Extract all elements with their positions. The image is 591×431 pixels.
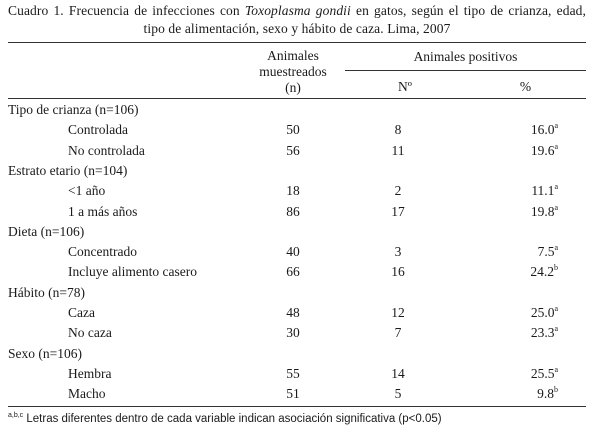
row-label: Controlada (68, 122, 128, 138)
cell-positivos: 12 (391, 305, 405, 320)
header-animales-muestreados: Animales muestreados (n) (238, 48, 348, 96)
footnote-superscript: a,b,c (8, 412, 24, 419)
significance-letter: a (554, 304, 558, 313)
cell-positivos: 3 (394, 244, 402, 260)
cell-porcentaje: 25.5a (488, 364, 558, 384)
group-label: Hábito (n=78) (8, 284, 85, 300)
table-row: Hembra 55 14 25.5a (8, 364, 586, 384)
header-muestreados-line1: Animales (267, 48, 319, 63)
cell-positivos: 7 (394, 325, 402, 341)
row-label: No caza (68, 325, 112, 341)
cell-muestreados: 40 (286, 244, 300, 260)
caption-organism: Toxoplasma gondii (244, 3, 351, 18)
percent-value: 19.8 (530, 203, 555, 219)
table-row: Caza 48 12 25.0a (8, 303, 586, 323)
group-label: Estrato etario (n=104) (8, 162, 128, 178)
table-row: 1 a más años 86 17 19.8a (8, 202, 586, 222)
row-label: No controlada (68, 142, 145, 158)
table-row: No caza 30 7 23.3a (8, 323, 586, 343)
row-label: Caza (68, 305, 95, 320)
percent-value: 11.1 (531, 183, 555, 199)
table-row: No controlada 56 11 19.6a (8, 141, 586, 161)
significance-letter: a (554, 141, 558, 151)
percent-value: 9.8 (537, 386, 554, 402)
table-row: Concentrado 40 3 7.5a (8, 242, 586, 262)
cell-positivos: 5 (394, 386, 402, 402)
cell-porcentaje: 11.1a (488, 181, 558, 201)
table-row: Macho 51 5 9.8b (8, 384, 586, 404)
group-row: Hábito (n=78) (8, 283, 586, 303)
row-label: Concentrado (68, 244, 137, 260)
row-label: Incluye alimento casero (68, 264, 197, 280)
cell-positivos: 16 (391, 264, 405, 280)
cell-porcentaje: 19.8a (488, 202, 558, 222)
group-label: Tipo de crianza (n=106) (8, 102, 139, 117)
significance-letter: a (554, 243, 558, 253)
percent-value: 25.0 (530, 305, 555, 320)
percent-value: 7.5 (537, 244, 555, 260)
table-row: Incluye alimento casero 66 16 24.2b (8, 262, 586, 282)
significance-letter: b (554, 263, 558, 273)
percent-value: 24.2 (530, 264, 554, 280)
row-label: 1 a más años (68, 203, 138, 219)
cell-positivos: 11 (391, 142, 405, 158)
cell-muestreados: 66 (286, 264, 300, 280)
bottom-rule (8, 406, 586, 407)
header-animales-positivos: Animales positivos (413, 49, 518, 64)
cell-porcentaje: 19.6a (488, 141, 558, 161)
row-label: <1 año (68, 183, 106, 199)
group-row: Dieta (n=106) (8, 222, 586, 242)
group-row: Tipo de crianza (n=106) (8, 100, 586, 120)
header-muestreados-line2: muestreados (259, 64, 327, 79)
group-label: Sexo (n=106) (8, 345, 82, 361)
group-row: Estrato etario (n=104) (8, 161, 586, 181)
cell-porcentaje: 24.2b (488, 262, 558, 282)
caption-prefix: Cuadro 1. Frecuencia de infecciones con (8, 3, 245, 18)
cell-muestreados: 86 (286, 203, 300, 219)
header-numero: Nº (398, 79, 412, 94)
cell-muestreados: 48 (286, 305, 300, 320)
header-muestreados-line3: (n) (285, 80, 301, 95)
group-label: Dieta (n=106) (8, 223, 85, 239)
header-rule (8, 98, 586, 99)
group-row: Sexo (n=106) (8, 344, 586, 364)
significance-letter: a (554, 202, 558, 212)
table-row: <1 año 18 2 11.1a (8, 181, 586, 201)
cell-muestreados: 30 (286, 325, 300, 341)
significance-letter: a (554, 121, 558, 131)
footnote-text: Letras diferentes dentro de cada variabl… (23, 413, 442, 425)
significance-letter: a (554, 364, 558, 374)
cell-muestreados: 50 (286, 122, 300, 138)
header-porcentaje: % (519, 79, 532, 94)
cell-muestreados: 56 (286, 142, 300, 158)
significance-letter: a (554, 182, 558, 192)
cell-porcentaje: 16.0a (488, 120, 558, 140)
table-caption: Cuadro 1. Frecuencia de infecciones con … (8, 2, 586, 38)
significance-letter: b (554, 385, 558, 395)
percent-value: 23.3 (530, 325, 555, 341)
cell-positivos: 14 (391, 365, 405, 381)
row-label: Macho (68, 386, 106, 402)
row-label: Hembra (68, 365, 112, 381)
percent-value: 16.0 (530, 122, 555, 138)
cell-muestreados: 55 (286, 365, 300, 381)
cell-positivos: 8 (394, 122, 402, 138)
cell-porcentaje: 9.8b (488, 384, 558, 404)
cell-porcentaje: 7.5a (488, 242, 558, 262)
footnote: a,b,c Letras diferentes dentro de cada v… (8, 412, 586, 426)
caption-suffix: en gatos, según el tipo de crianza, edad… (143, 3, 586, 36)
cell-positivos: 2 (394, 183, 402, 199)
cell-positivos: 17 (391, 203, 405, 219)
percent-value: 25.5 (530, 365, 555, 381)
top-rule (8, 42, 586, 43)
cell-porcentaje: 23.3a (488, 323, 558, 343)
table-row: Controlada 50 8 16.0a (8, 120, 586, 140)
significance-letter: a (554, 324, 558, 334)
cell-muestreados: 51 (286, 386, 300, 402)
cell-muestreados: 18 (286, 183, 300, 199)
subheader-rule (345, 70, 586, 71)
cell-porcentaje: 25.0a (488, 303, 558, 323)
percent-value: 19.6 (530, 142, 555, 158)
